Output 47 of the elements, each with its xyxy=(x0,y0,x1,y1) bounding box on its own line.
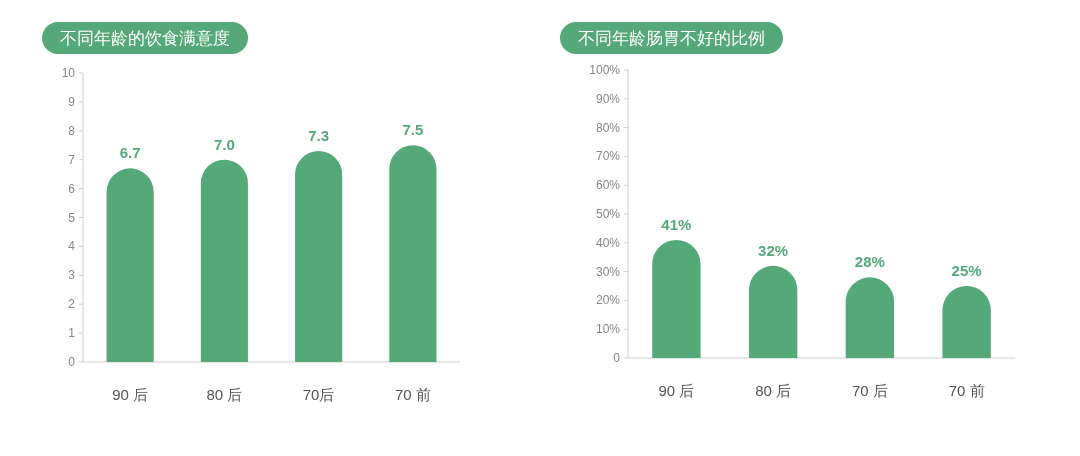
y-tick-label: 0 xyxy=(68,355,76,369)
data-label: 28% xyxy=(854,253,885,271)
y-tick-label: 10% xyxy=(595,322,621,337)
y-tick-label: 80% xyxy=(595,120,621,135)
y-tick-label: 5 xyxy=(68,210,76,225)
data-label: 7.0 xyxy=(213,135,235,153)
bar xyxy=(845,277,895,358)
data-label: 32% xyxy=(758,241,789,259)
data-label: 41% xyxy=(661,215,692,233)
y-tick-label: 70% xyxy=(595,149,621,164)
x-tick-label: 80 后 xyxy=(755,382,792,399)
x-tick-label: 70 前 xyxy=(948,382,985,399)
bar xyxy=(200,159,248,362)
data-label: 25% xyxy=(951,262,982,279)
x-tick-label: 70后 xyxy=(302,386,335,403)
x-tick-label: 90 后 xyxy=(112,386,149,403)
y-tick-label: 90% xyxy=(595,91,621,106)
y-tick-label: 30% xyxy=(595,264,621,279)
data-label: 7.3 xyxy=(308,127,330,145)
x-tick-label: 90 后 xyxy=(658,382,695,399)
y-tick-label: 8 xyxy=(68,123,76,138)
bar xyxy=(748,265,798,358)
y-tick-label: 4 xyxy=(68,239,76,254)
y-tick-label: 100% xyxy=(589,63,621,77)
y-tick-label: 3 xyxy=(68,268,76,283)
x-tick-label: 70 前 xyxy=(394,386,431,403)
chart-title: 不同年龄肠胃不好的比例 xyxy=(578,29,765,48)
y-tick-label: 0 xyxy=(613,351,621,365)
y-tick-label: 7 xyxy=(68,152,76,167)
y-tick-label: 60% xyxy=(595,178,621,193)
bar xyxy=(106,168,154,362)
x-tick-label: 80 后 xyxy=(206,386,243,403)
y-tick-label: 10 xyxy=(61,66,76,80)
y-tick-label: 50% xyxy=(595,207,621,221)
y-tick-label: 1 xyxy=(68,326,76,341)
bar xyxy=(652,239,701,358)
y-tick-label: 40% xyxy=(595,235,621,250)
bar xyxy=(295,151,343,362)
data-label: 6.7 xyxy=(119,144,141,162)
y-tick-label: 9 xyxy=(68,94,76,109)
bar xyxy=(389,145,437,362)
y-tick-label: 20% xyxy=(595,293,621,308)
chart-title: 不同年龄的饮食满意度 xyxy=(60,29,230,48)
data-label: 7.5 xyxy=(402,121,424,139)
y-tick-label: 2 xyxy=(68,297,76,312)
y-tick-label: 6 xyxy=(68,181,76,196)
x-tick-label: 70 后 xyxy=(851,382,888,399)
